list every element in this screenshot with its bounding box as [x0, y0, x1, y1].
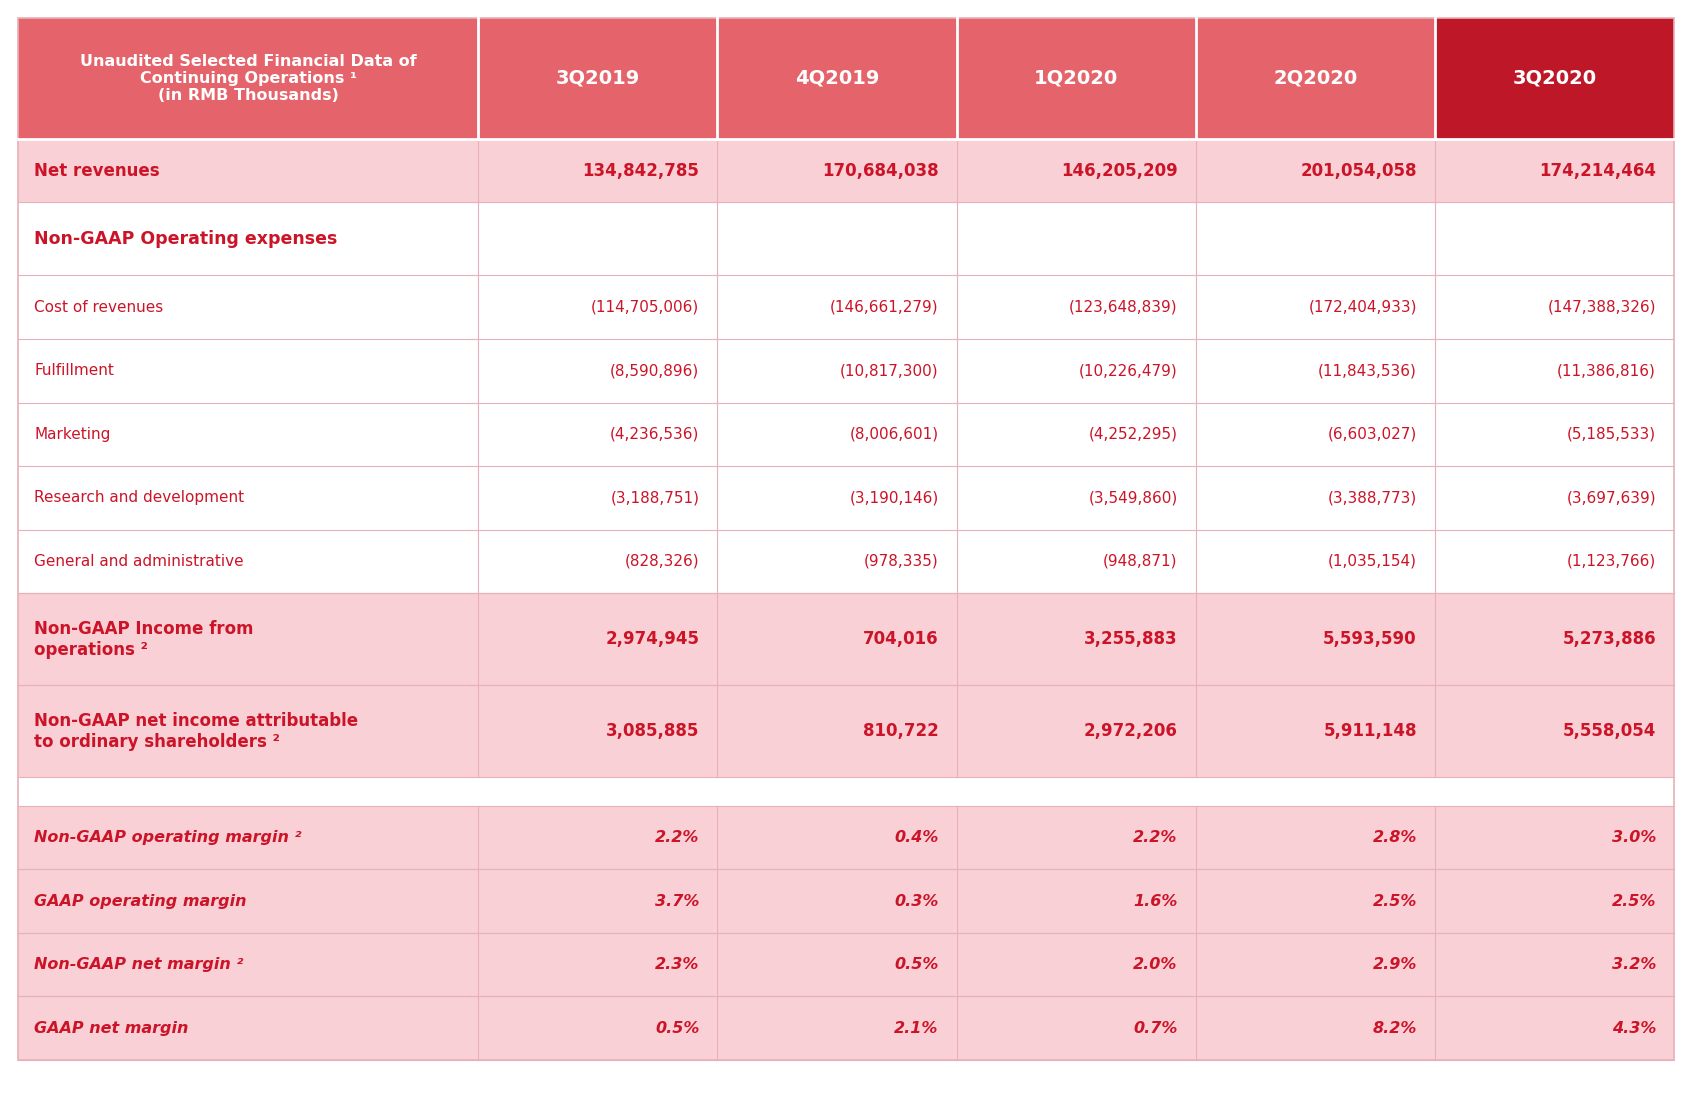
Text: 3.2%: 3.2% — [1611, 957, 1656, 973]
Text: (172,404,933): (172,404,933) — [1308, 300, 1416, 315]
Text: 2.8%: 2.8% — [1372, 830, 1416, 846]
Text: (5,185,533): (5,185,533) — [1567, 427, 1656, 442]
Bar — [19, 997, 1673, 1060]
Text: 4.3%: 4.3% — [1611, 1021, 1656, 1036]
Text: 1.6%: 1.6% — [1134, 894, 1178, 909]
Text: (978,335): (978,335) — [865, 554, 939, 569]
Bar — [19, 466, 1673, 530]
Bar — [717, 18, 956, 139]
Text: 2.3%: 2.3% — [655, 957, 699, 973]
Text: 0.3%: 0.3% — [895, 894, 939, 909]
Text: 4Q2019: 4Q2019 — [795, 68, 880, 88]
Text: (4,252,295): (4,252,295) — [1088, 427, 1178, 442]
Text: Fulfillment: Fulfillment — [34, 363, 113, 379]
Text: 5,273,886: 5,273,886 — [1562, 630, 1656, 648]
Text: 3.0%: 3.0% — [1611, 830, 1656, 846]
Text: (114,705,006): (114,705,006) — [591, 300, 699, 315]
Text: (11,386,816): (11,386,816) — [1557, 363, 1656, 379]
Text: (828,326): (828,326) — [624, 554, 699, 569]
Text: 0.5%: 0.5% — [895, 957, 939, 973]
Bar — [479, 18, 717, 139]
Text: (11,843,536): (11,843,536) — [1318, 363, 1416, 379]
Text: (8,590,896): (8,590,896) — [611, 363, 699, 379]
Text: General and administrative: General and administrative — [34, 554, 244, 569]
Text: (3,188,751): (3,188,751) — [611, 490, 699, 506]
Text: Non-GAAP operating margin ²: Non-GAAP operating margin ² — [34, 830, 301, 846]
Text: 201,054,058: 201,054,058 — [1301, 161, 1416, 180]
Text: (123,648,839): (123,648,839) — [1069, 300, 1178, 315]
Bar — [19, 339, 1673, 403]
Text: 174,214,464: 174,214,464 — [1540, 161, 1656, 180]
Bar — [1196, 18, 1435, 139]
Text: (3,549,860): (3,549,860) — [1088, 490, 1178, 506]
Text: Net revenues: Net revenues — [34, 161, 159, 180]
Text: Non-GAAP net income attributable
to ordinary shareholders ²: Non-GAAP net income attributable to ordi… — [34, 712, 359, 751]
Text: (1,035,154): (1,035,154) — [1328, 554, 1416, 569]
Bar — [956, 18, 1196, 139]
Text: 2,974,945: 2,974,945 — [606, 630, 699, 648]
Text: (948,871): (948,871) — [1103, 554, 1178, 569]
Text: 3.7%: 3.7% — [655, 894, 699, 909]
Text: 0.5%: 0.5% — [655, 1021, 699, 1036]
Text: Marketing: Marketing — [34, 427, 110, 442]
Text: 8.2%: 8.2% — [1372, 1021, 1416, 1036]
Text: 170,684,038: 170,684,038 — [822, 161, 939, 180]
Bar — [19, 403, 1673, 466]
Bar — [1435, 18, 1673, 139]
Text: (1,123,766): (1,123,766) — [1567, 554, 1656, 569]
Bar — [19, 933, 1673, 997]
Text: 704,016: 704,016 — [863, 630, 939, 648]
Text: 2.0%: 2.0% — [1134, 957, 1178, 973]
Text: 810,722: 810,722 — [863, 722, 939, 741]
Text: (3,697,639): (3,697,639) — [1567, 490, 1656, 506]
Bar — [19, 593, 1673, 686]
Text: 2.1%: 2.1% — [895, 1021, 939, 1036]
Bar — [19, 18, 479, 139]
Text: 1Q2020: 1Q2020 — [1034, 68, 1118, 88]
Text: Non-GAAP net margin ²: Non-GAAP net margin ² — [34, 957, 244, 973]
Text: 5,593,590: 5,593,590 — [1323, 630, 1416, 648]
Text: 146,205,209: 146,205,209 — [1061, 161, 1178, 180]
Text: 2.5%: 2.5% — [1372, 894, 1416, 909]
Text: (4,236,536): (4,236,536) — [611, 427, 699, 442]
Text: 3,085,885: 3,085,885 — [606, 722, 699, 741]
Text: Unaudited Selected Financial Data of
Continuing Operations ¹
(in RMB Thousands): Unaudited Selected Financial Data of Con… — [80, 54, 416, 104]
Text: (8,006,601): (8,006,601) — [849, 427, 939, 442]
Text: (146,661,279): (146,661,279) — [831, 300, 939, 315]
Text: 3Q2019: 3Q2019 — [555, 68, 640, 88]
Text: 5,911,148: 5,911,148 — [1323, 722, 1416, 741]
Text: 3Q2020: 3Q2020 — [1513, 68, 1597, 88]
Text: (6,603,027): (6,603,027) — [1328, 427, 1416, 442]
Text: 2,972,206: 2,972,206 — [1085, 722, 1178, 741]
Text: 2.5%: 2.5% — [1611, 894, 1656, 909]
Bar — [19, 276, 1673, 339]
Text: (3,190,146): (3,190,146) — [849, 490, 939, 506]
Bar — [19, 777, 1673, 806]
Text: Research and development: Research and development — [34, 490, 244, 506]
Text: Cost of revenues: Cost of revenues — [34, 300, 162, 315]
Bar — [19, 806, 1673, 870]
Text: (10,226,479): (10,226,479) — [1079, 363, 1178, 379]
Text: (3,388,773): (3,388,773) — [1328, 490, 1416, 506]
Text: 0.7%: 0.7% — [1134, 1021, 1178, 1036]
Text: GAAP operating margin: GAAP operating margin — [34, 894, 247, 909]
Bar — [19, 686, 1673, 777]
Text: 2.9%: 2.9% — [1372, 957, 1416, 973]
Text: Non-GAAP Operating expenses: Non-GAAP Operating expenses — [34, 230, 337, 248]
Bar — [19, 139, 1673, 202]
Text: Non-GAAP Income from
operations ²: Non-GAAP Income from operations ² — [34, 619, 254, 659]
Text: (10,817,300): (10,817,300) — [839, 363, 939, 379]
Bar — [19, 202, 1673, 276]
Text: 0.4%: 0.4% — [895, 830, 939, 846]
Bar — [19, 870, 1673, 933]
Text: GAAP net margin: GAAP net margin — [34, 1021, 188, 1036]
Text: 5,558,054: 5,558,054 — [1563, 722, 1656, 741]
Text: 2.2%: 2.2% — [655, 830, 699, 846]
Text: (147,388,326): (147,388,326) — [1548, 300, 1656, 315]
Text: 134,842,785: 134,842,785 — [582, 161, 699, 180]
Text: 2Q2020: 2Q2020 — [1272, 68, 1357, 88]
Text: 3,255,883: 3,255,883 — [1085, 630, 1178, 648]
Text: 2.2%: 2.2% — [1134, 830, 1178, 846]
Bar — [19, 530, 1673, 593]
